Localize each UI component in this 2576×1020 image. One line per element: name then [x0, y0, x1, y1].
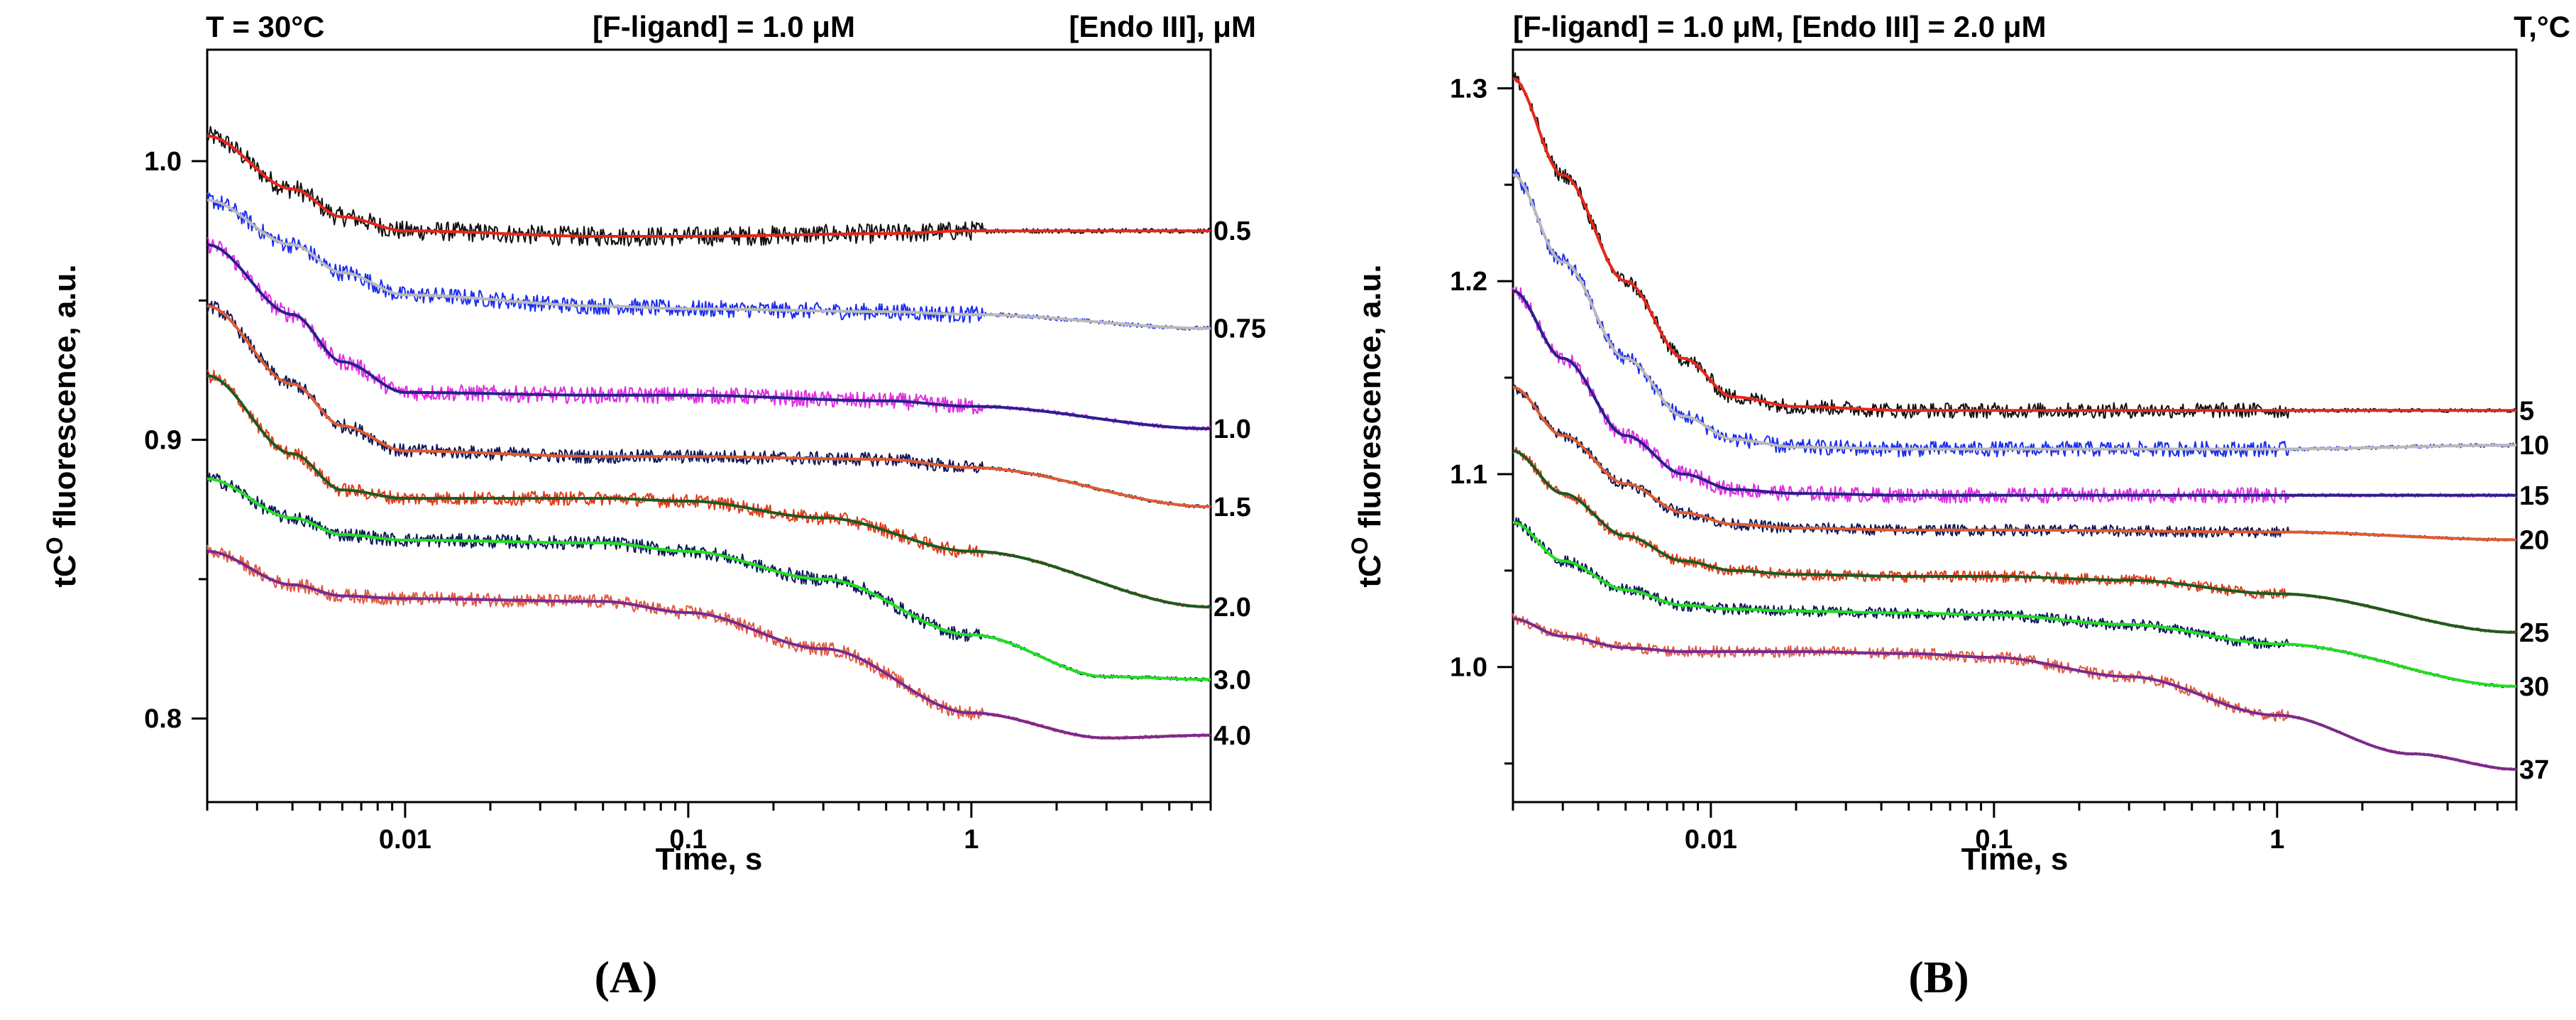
panel-b-series-0-fit-line: [1512, 77, 2516, 412]
panel-a-series-label-5: 3.0: [1213, 665, 1251, 695]
panel-a-series-3-data-trace: [207, 300, 1211, 509]
panel-a-x-tick-label-1: 0.1: [669, 825, 707, 855]
panel-a-series-label-1: 0.75: [1213, 314, 1266, 344]
panel-b-series-label-5: 30: [2519, 672, 2549, 702]
panel-a-series-4-fit-line: [207, 374, 1211, 609]
panel-a-series-0-data-trace: [207, 126, 1211, 247]
panel-a-y-tick-label-0: 0.8: [144, 704, 182, 734]
panel-b-series-2-fit-line: [1512, 289, 2516, 497]
panel-a-title-right: [Endo III], μM: [1069, 10, 1256, 43]
panel-b-series-layer: [1512, 72, 2517, 771]
panel-b-series-label-6: 37: [2519, 755, 2549, 785]
panel-b-series-4-fit-line: [1512, 449, 2516, 634]
panel-a-plot-frame: [206, 48, 1212, 804]
panel-b-x-tick-label-0: 0.01: [1685, 825, 1737, 855]
panel-b-series-label-4: 25: [2519, 618, 2549, 648]
panel-a-series-5-fit-line: [207, 477, 1211, 681]
panel-a: T = 30°C [F-ligand] = 1.0 μM [Endo III],…: [42, 10, 1266, 1002]
panel-b-series-labels: 5 10 15 20 25 30 37: [2519, 396, 2549, 785]
panel-b-series-6-fit-line: [1513, 617, 2516, 771]
panel-b-ylabel-rest: fluorescence, a.u.: [1353, 264, 1387, 537]
panel-a-series-2-fit-line: [207, 243, 1211, 430]
panel-a-series-1-fit-line: [207, 199, 1211, 330]
panel-a-x-tick-label-2: 1: [964, 825, 979, 855]
panel-a-series-label-4: 2.0: [1213, 593, 1251, 623]
panel-b-series-5-data-trace: [1512, 517, 2517, 689]
panel-b-y-ticks: 1.0 1.1 1.2 1.3: [1450, 74, 1513, 765]
panel-b-ylabel-sup: O: [1347, 537, 1372, 554]
panel-a-series-labels: 0.5 0.75 1.0 1.5 2.0 3.0 4.0: [1213, 216, 1266, 751]
panel-a-x-axis-label: Time, s: [656, 842, 763, 877]
panel-b-y-axis-label: tCO fluorescence, a.u.: [1347, 264, 1387, 587]
panel-b-x-tick-label-2: 1: [2269, 825, 2284, 855]
panel-a-series-3-fit-line: [207, 305, 1211, 508]
panel-b-title-center: [F-ligand] = 1.0 μM, [Endo III] = 2.0 μM: [1513, 10, 2046, 43]
panel-b: [F-ligand] = 1.0 μM, [Endo III] = 2.0 μM…: [1347, 10, 2570, 1002]
panel-b-series-3-fit-line: [1512, 385, 2516, 542]
panel-b-series-1-fit-line: [1512, 173, 2516, 451]
panel-a-series-label-6: 4.0: [1213, 721, 1251, 751]
panel-a-series-6-data-trace: [207, 544, 1211, 740]
panel-b-series-0-data-trace: [1512, 72, 2517, 419]
panel-b-series-1-data-trace: [1512, 168, 2517, 458]
panel-a-series-label-3: 1.5: [1213, 493, 1251, 522]
panel-a-series-label-2: 1.0: [1213, 415, 1251, 444]
panel-b-series-label-3: 20: [2519, 525, 2549, 555]
panel-b-series-label-2: 15: [2519, 481, 2549, 511]
panel-a-y-tick-label-1: 0.9: [144, 426, 182, 456]
panel-b-series-5-fit-line: [1512, 520, 2516, 688]
panel-a-y-ticks: 0.8 0.9 1.0: [144, 147, 207, 734]
panel-b-label: (B): [1908, 952, 1969, 1002]
panel-a-title-left: T = 30°C: [206, 10, 324, 43]
panel-b-plot-frame: [1512, 48, 2518, 804]
panel-b-series-2-data-trace: [1512, 286, 2517, 504]
panel-b-title-right: T,°C: [2514, 10, 2570, 43]
panel-a-ylabel-rest: fluorescence, a.u.: [48, 264, 82, 537]
panel-a-x-tick-label-0: 0.01: [379, 825, 431, 855]
panel-a-ylabel-main: tC: [48, 554, 82, 587]
panel-a-y-tick-label-2: 1.0: [144, 147, 182, 177]
panel-a-series-6-fit-line: [207, 549, 1211, 740]
panel-b-series-6-data-trace: [1512, 613, 2517, 771]
panel-a-series-0-fit-line: [207, 134, 1211, 238]
panel-b-x-axis-label: Time, s: [1961, 842, 2069, 877]
panel-a-ylabel-sup: O: [42, 537, 67, 554]
panel-b-y-tick-label-3: 1.3: [1450, 74, 1487, 104]
panel-a-series-4-data-trace: [207, 369, 1211, 609]
panel-a-series-layer: [207, 126, 1211, 740]
panel-b-y-tick-label-2: 1.2: [1450, 267, 1487, 297]
panel-a-x-ticks: 0.01 0.1 1: [206, 802, 1212, 855]
panel-b-ylabel-main: tC: [1353, 554, 1387, 587]
panel-b-x-ticks: 0.01 0.1 1: [1512, 802, 2518, 855]
panel-b-series-label-0: 5: [2519, 396, 2534, 426]
panel-a-y-axis-label: tCO fluorescence, a.u.: [42, 264, 82, 587]
panel-a-title-center: [F-ligand] = 1.0 μM: [593, 10, 855, 43]
panel-a-series-label-0: 0.5: [1213, 216, 1251, 246]
panel-b-y-tick-label-0: 1.0: [1450, 653, 1487, 683]
panel-a-series-2-data-trace: [207, 237, 1211, 432]
panel-a-label: (A): [595, 952, 658, 1002]
panel-b-series-label-1: 10: [2519, 431, 2549, 461]
panel-b-x-tick-label-1: 0.1: [1975, 825, 2013, 855]
panel-b-y-tick-label-1: 1.1: [1450, 460, 1487, 490]
